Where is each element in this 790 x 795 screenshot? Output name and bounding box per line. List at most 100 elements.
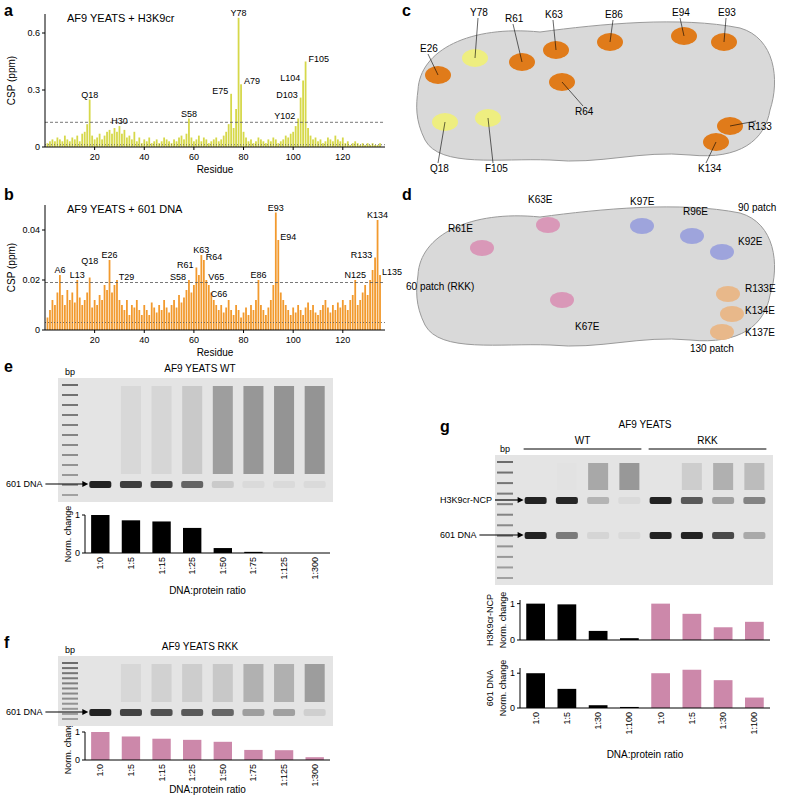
bar [210, 141, 212, 147]
panel-letter: c [402, 2, 411, 19]
bar [558, 604, 577, 640]
bar [320, 139, 322, 147]
x-tick-label: 1:15 [157, 557, 167, 575]
bars [91, 515, 263, 553]
threshold-line [45, 122, 385, 123]
y-tick [42, 230, 45, 231]
gel-smear [213, 386, 233, 474]
y-axis [85, 732, 86, 760]
gel: bpAF9 YEATS WT601 DNA [6, 363, 333, 502]
ladder-band [62, 464, 78, 466]
bar [163, 300, 165, 330]
gel-smear [274, 664, 294, 702]
ladder-band [497, 493, 513, 495]
annotation: S58 [170, 272, 186, 282]
bar [307, 128, 309, 147]
bar [359, 300, 361, 330]
residue-label: K134E [745, 305, 775, 316]
bar [200, 255, 202, 330]
x-tick [293, 330, 294, 333]
gel: bpAF9 YEATS RKK601 DNA [6, 641, 333, 726]
gel-smear [182, 664, 202, 702]
bar [325, 141, 327, 147]
bar [186, 290, 188, 330]
annotation: L13 [70, 270, 85, 280]
bar [275, 213, 277, 331]
gel-smear [182, 386, 202, 474]
patch-label: 90 patch [738, 202, 776, 213]
bar [260, 305, 262, 330]
bar [146, 310, 148, 330]
ladder-band [62, 682, 78, 684]
bar [128, 136, 130, 147]
bar [191, 293, 193, 331]
bar [263, 310, 265, 330]
gel-band [120, 481, 142, 488]
annotation: N125 [344, 270, 366, 280]
chart: 011:01:51:151:251:501:751:1251:300Norm. … [63, 506, 330, 596]
annotation: Y78 [231, 8, 247, 18]
bar [352, 295, 354, 330]
bar [245, 308, 247, 331]
ladder-label: bp [500, 444, 510, 454]
gel-smear [713, 463, 733, 490]
x-tick-label: 40 [139, 152, 149, 162]
bar [272, 285, 274, 330]
bar [280, 293, 282, 331]
y-axis [520, 600, 521, 640]
bar [317, 141, 319, 147]
x-axis-label: DNA:protein ratio [169, 784, 246, 795]
arrow [495, 499, 519, 500]
x-tick-label: 1:30 [593, 712, 603, 730]
bar [330, 139, 332, 147]
bar [285, 136, 287, 147]
bar [57, 293, 59, 331]
bar [347, 141, 349, 147]
x-tick-label: 1:0 [95, 764, 105, 777]
bar [322, 143, 324, 147]
band-label: 601 DNA [6, 707, 43, 717]
bar [263, 141, 265, 147]
gel-band [743, 497, 765, 504]
bar [64, 136, 66, 147]
x-tick-label: 1:30 [718, 712, 728, 730]
y-axis-label: Norm. change [498, 592, 508, 649]
patch-label: 130 patch [690, 343, 734, 354]
x-axis [520, 708, 770, 709]
bar [349, 300, 351, 330]
bar [200, 141, 202, 147]
x-tick [342, 147, 343, 150]
x-tick-label: 1:5 [687, 712, 697, 725]
y-tick [517, 708, 520, 709]
ladder-band [497, 514, 513, 516]
leader-line [513, 24, 522, 62]
chart: 011:01:51:151:251:501:751:1251:300Norm. … [63, 718, 330, 795]
bar [344, 305, 346, 330]
residue-label: R61 [505, 13, 524, 24]
bar [176, 141, 178, 147]
annotation: E94 [280, 232, 296, 242]
bar [91, 732, 109, 760]
ladder-band [497, 566, 513, 568]
bar [248, 141, 250, 147]
surface-patch [680, 228, 704, 244]
residue-label: E94 [672, 7, 690, 18]
bar [367, 295, 369, 330]
bar [526, 604, 545, 640]
y-axis-label: Norm. change [498, 660, 508, 717]
gel-band [525, 497, 547, 504]
y-tick-label: 0 [510, 703, 515, 713]
gel-band [618, 532, 640, 539]
arrow-head [518, 497, 524, 503]
bar [94, 139, 96, 147]
gel-band [304, 709, 326, 716]
bar [275, 139, 277, 147]
bar [377, 220, 379, 330]
x-tick-label: 1:100 [624, 712, 634, 735]
bar [285, 305, 287, 330]
bar [49, 141, 51, 147]
residue-label: K134 [698, 163, 722, 174]
y-tick-label: 0.3 [27, 85, 40, 95]
y-axis [520, 668, 521, 708]
bar [156, 139, 158, 147]
